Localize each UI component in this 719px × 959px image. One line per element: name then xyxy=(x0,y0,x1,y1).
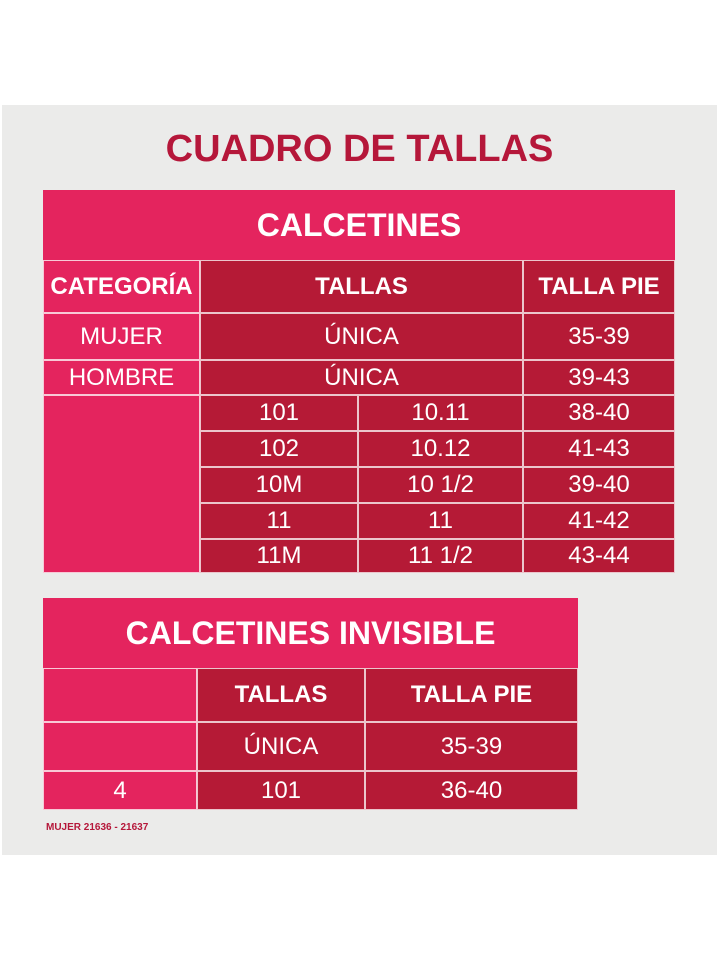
category-cell xyxy=(43,722,197,771)
category-cell xyxy=(43,395,200,573)
foot-size-cell: 35-39 xyxy=(523,313,675,360)
size-cell: 41-42 xyxy=(523,503,675,539)
size-cell: 10M xyxy=(200,467,358,503)
header-cell: TALLAS xyxy=(200,260,523,313)
foot-size-cell: 36-40 xyxy=(365,771,578,810)
foot-size-cell: 39-43 xyxy=(523,360,675,395)
foot-size-cell: 35-39 xyxy=(365,722,578,771)
category-cell: MUJER xyxy=(43,313,200,360)
size-cell: ÚNICA xyxy=(197,722,365,771)
category-cell: HOMBRE xyxy=(43,360,200,395)
header-cell xyxy=(43,668,197,722)
size-cell: 38-40 xyxy=(523,395,675,431)
size-cell: 11M xyxy=(200,539,358,573)
table-title: CALCETINES INVISIBLE xyxy=(43,598,578,668)
size-cell: 43-44 xyxy=(523,539,675,573)
size-cell: 102 xyxy=(200,431,358,467)
size-cell: 39-40 xyxy=(523,467,675,503)
footer-note: MUJER 21636 - 21637 xyxy=(46,822,149,833)
size-cell: ÚNICA xyxy=(200,313,523,360)
header-cell: CATEGORÍA xyxy=(43,260,200,313)
size-cell: 10 1/2 xyxy=(358,467,523,503)
size-cell: ÚNICA xyxy=(200,360,523,395)
header-cell: TALLAS xyxy=(197,668,365,722)
size-cell: 10.11 xyxy=(358,395,523,431)
size-cell: 11 xyxy=(358,503,523,539)
size-cell: 11 1/2 xyxy=(358,539,523,573)
header-cell: TALLA PIE xyxy=(523,260,675,313)
size-cell: 41-43 xyxy=(523,431,675,467)
page-title: CUADRO DE TALLAS xyxy=(165,128,554,170)
header-cell: TALLA PIE xyxy=(365,668,578,722)
size-cell: 101 xyxy=(200,395,358,431)
size-cell: 10.12 xyxy=(358,431,523,467)
size-cell: 101 xyxy=(197,771,365,810)
size-cell: 11 xyxy=(200,503,358,539)
table-title: CALCETINES xyxy=(43,190,675,260)
category-cell: 4 xyxy=(43,771,197,810)
